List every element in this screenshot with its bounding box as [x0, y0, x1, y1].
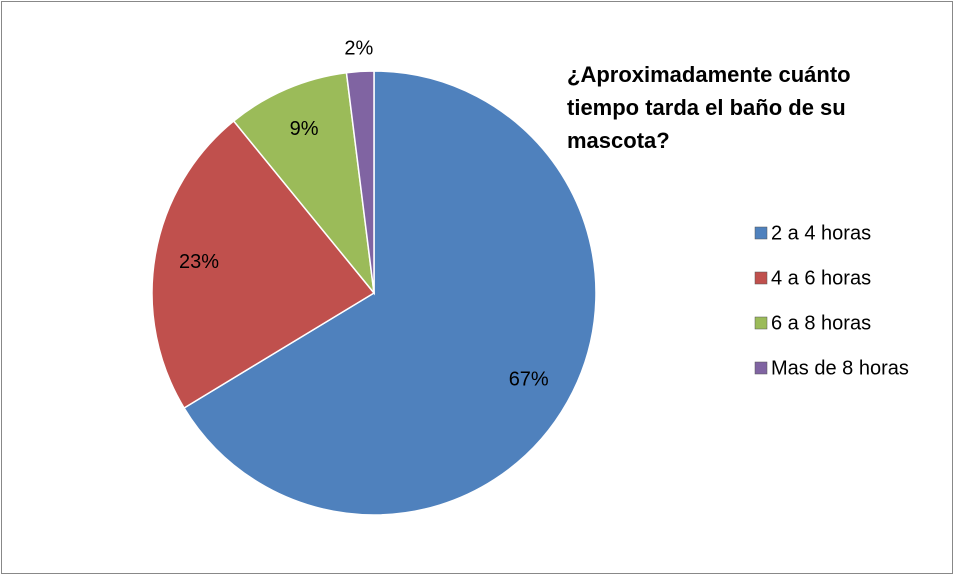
data-label: 9% — [290, 118, 319, 140]
legend-label: 6 a 8 horas — [771, 312, 871, 334]
legend-swatch — [754, 316, 768, 330]
pie-slice — [183, 70, 597, 516]
data-label: 23% — [179, 251, 219, 273]
legend-label: 2 a 4 horas — [771, 222, 871, 244]
legend-label: 4 a 6 horas — [771, 267, 871, 289]
pie-slice — [345, 70, 375, 294]
chart-title: ¿Aproximadamente cuánto tiempo tarda el … — [567, 62, 851, 153]
legend-label: Mas de 8 horas — [771, 357, 909, 379]
pie-slice — [232, 71, 376, 296]
legend-swatch — [754, 271, 768, 285]
pie-slice — [151, 119, 376, 409]
data-label: 67% — [509, 368, 549, 390]
legend-swatch — [754, 361, 768, 375]
legend-swatch — [754, 226, 768, 240]
data-label: 2% — [344, 38, 373, 60]
